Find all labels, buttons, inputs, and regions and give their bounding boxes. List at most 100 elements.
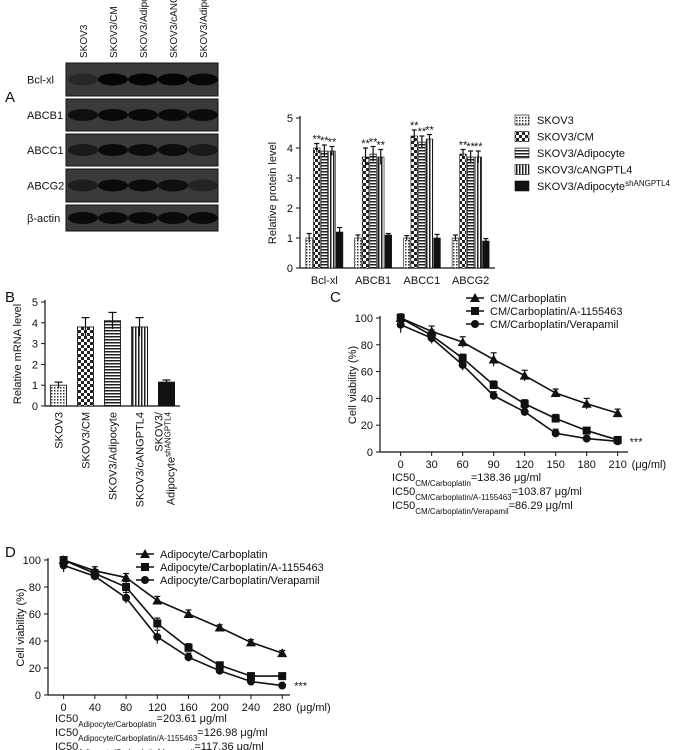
blot-band <box>68 179 98 192</box>
x-tick-label: SKOV3/cANGPTL4 <box>135 412 147 507</box>
ic50-text: IC50Adipocyte/Carboplatin/Verapamil=117.… <box>55 741 264 750</box>
error-bar <box>314 142 320 153</box>
y-tick-label: 0 <box>32 401 38 413</box>
ic50-value: =103.87 μg/ml <box>512 486 582 498</box>
bar <box>403 237 411 269</box>
protein-label: Bcl-xl <box>27 75 54 87</box>
error-bar <box>460 148 466 159</box>
significance-mark: ** <box>410 120 419 132</box>
panel-letter: A <box>5 89 15 106</box>
marker <box>520 399 529 408</box>
y-tick-label: 3 <box>32 339 38 351</box>
ic50-label: IC50 <box>55 727 78 739</box>
bar <box>104 320 122 407</box>
blot-band <box>128 179 158 192</box>
blot-band <box>68 73 98 86</box>
blot-band <box>188 73 218 86</box>
y-tick-label: 100 <box>355 313 373 325</box>
x-tick-label-line: SKOV3/ <box>154 411 166 452</box>
marker <box>140 549 150 558</box>
x-tick-label-sup: shANGPTL4 <box>163 411 172 456</box>
x-tick-label-line: Adipocyte <box>166 457 178 505</box>
bar <box>482 240 490 269</box>
significance-mark: ** <box>376 140 385 152</box>
blot-band <box>188 179 218 192</box>
lane-label: SKOV3/cANGPTL4 <box>169 0 180 58</box>
error-bar <box>337 226 343 237</box>
error-bar <box>370 145 376 162</box>
x-axis-unit: (μg/ml) <box>296 702 330 714</box>
x-tick-label: 280 <box>273 702 291 714</box>
x-axis-unit: (μg/ml) <box>632 459 666 471</box>
bar <box>474 156 482 269</box>
marker <box>520 407 529 416</box>
bar <box>433 237 441 269</box>
legend-swatch <box>514 147 530 159</box>
marker <box>519 370 530 380</box>
significance-mark: *** <box>294 681 308 693</box>
marker <box>396 320 405 329</box>
protein-label: ABCB1 <box>27 110 63 122</box>
marker <box>471 307 479 315</box>
ic50-text: IC50Adipocyte/Carboplatin/A-1155463=126.… <box>55 727 268 743</box>
ic50-label: IC50 <box>55 741 78 750</box>
marker <box>245 637 256 647</box>
marker <box>214 622 225 632</box>
legend-label: Adipocyte/Carboplatin/Verapamil <box>160 575 320 587</box>
legend-sup: shANGPTL4 <box>625 179 670 188</box>
bar <box>384 234 392 269</box>
ic50-sub: Adipocyte/Carboplatin/A-1155463 <box>78 734 198 743</box>
y-axis-label: Cell viability (%) <box>15 588 27 666</box>
significance-mark: ** <box>418 126 427 138</box>
marker <box>457 337 468 347</box>
y-tick-label: 2 <box>287 203 293 215</box>
error-bar <box>135 317 144 337</box>
marker <box>152 595 163 605</box>
error-bar <box>434 233 440 242</box>
legend-swatch <box>514 114 530 126</box>
error-bar <box>411 129 417 142</box>
blot-band <box>98 179 128 192</box>
error-bar <box>306 232 312 243</box>
protein-label: ABCG2 <box>27 181 64 193</box>
blot-band <box>158 179 188 192</box>
ic50-sub: CM/Carboplatin/Verapamil <box>415 507 509 516</box>
y-tick-label: 4 <box>32 318 38 330</box>
legend-label: Adipocyte/Carboplatin/A-1155463 <box>160 562 324 574</box>
legend-label: Adipocyte/Carboplatin <box>160 549 268 561</box>
ic50-label: IC50 <box>392 472 415 484</box>
x-tick-label: 90 <box>488 459 500 471</box>
x-tick-label: 200 <box>211 702 229 714</box>
marker <box>582 434 591 443</box>
y-tick-label: 40 <box>29 636 41 648</box>
marker <box>90 572 99 581</box>
marker <box>458 354 467 363</box>
panel-letter: C <box>330 289 341 306</box>
x-tick-label: SKOV3/AdipocyteshANGPTL4 <box>154 411 178 505</box>
bar <box>328 150 336 269</box>
ic50-sub: Adipocyte/Carboplatin <box>78 720 156 729</box>
marker <box>458 360 467 369</box>
bar <box>313 147 321 269</box>
panel-letter: B <box>5 289 15 306</box>
blot-band <box>188 212 218 224</box>
marker <box>215 661 224 670</box>
marker <box>153 632 162 641</box>
error-bar <box>483 238 489 244</box>
significance-mark: ** <box>369 137 378 149</box>
marker <box>278 681 287 690</box>
error-bar <box>475 150 481 163</box>
ic50-value: =117.36 μg/ml <box>194 741 263 750</box>
bar <box>377 156 385 269</box>
x-tick-label: SKOV3/CM <box>81 412 93 469</box>
marker <box>550 388 561 398</box>
error-bar <box>108 311 117 330</box>
error-bar <box>385 232 391 237</box>
marker <box>141 576 149 584</box>
blot-band <box>68 109 98 121</box>
legend-label: CM/Carboplatin <box>490 293 566 305</box>
marker <box>471 320 479 328</box>
x-tick-label: 0 <box>398 459 404 471</box>
legend-label: CM/Carboplatin/Verapamil <box>490 319 618 331</box>
